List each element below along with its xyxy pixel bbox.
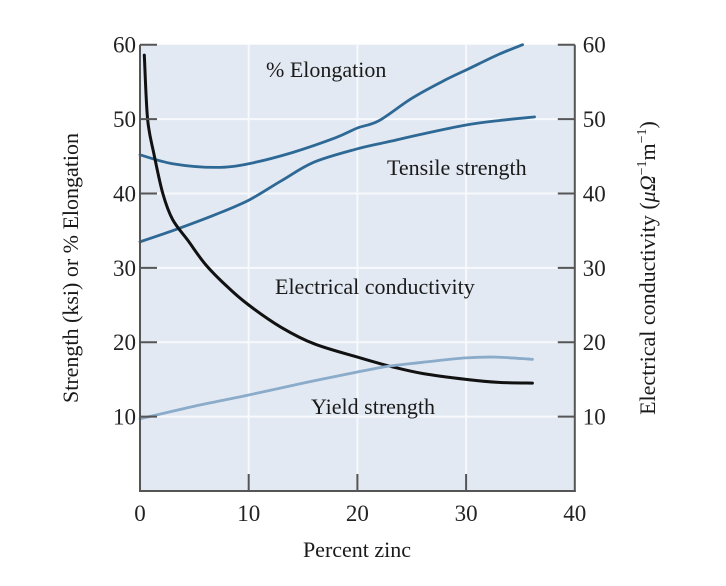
y2-title-m: m xyxy=(635,143,660,160)
grid-lines xyxy=(140,44,575,491)
x-tick-label: 0 xyxy=(134,501,146,526)
y2-tick-label: 50 xyxy=(583,107,606,132)
x-tick-label: 20 xyxy=(346,501,369,526)
y-tick-label: 30 xyxy=(113,256,136,281)
annotation-yield-strength: Yield strength xyxy=(311,394,435,419)
curves xyxy=(138,43,536,421)
y2-title-sup-2: −1 xyxy=(635,128,650,143)
y-axis-title: Strength (ksi) or % Elongation xyxy=(58,133,83,403)
series-yield-strength-line xyxy=(138,355,534,421)
y-tick-label: 60 xyxy=(113,33,136,58)
y-tick-label: 40 xyxy=(113,181,136,206)
y2-title-close: ) xyxy=(635,121,660,128)
annotation-electrical-conductivity: Electrical conductivity xyxy=(275,274,475,299)
y-tick-label: 20 xyxy=(113,330,136,355)
y2-tick-label: 40 xyxy=(583,181,606,206)
x-tick-label: 30 xyxy=(455,501,478,526)
y2-tick-label: 10 xyxy=(583,405,606,430)
x-tick-label: 10 xyxy=(237,501,260,526)
x-tick-label: 40 xyxy=(563,501,586,526)
series-electrical-conductivity-line xyxy=(142,53,534,385)
series-tensile-strength-line xyxy=(138,115,536,244)
annotation-tensile-strength: Tensile strength xyxy=(387,155,527,180)
x-axis-title: Percent zinc xyxy=(303,537,411,562)
y2-tick-label: 30 xyxy=(583,256,606,281)
y-tick-label: 50 xyxy=(113,107,136,132)
y2-axis-title: Electrical conductivity (μΩ−1m−1) xyxy=(635,121,660,415)
axes xyxy=(139,43,576,492)
tick-labels: 10 20 30 40 50 60 10 20 30 40 50 60 0 10 20 30 40 xyxy=(113,33,606,526)
series-elongation-line xyxy=(138,43,524,169)
y-tick-label: 10 xyxy=(113,405,136,430)
y2-tick-label: 20 xyxy=(583,330,606,355)
y2-title-part-1: Electrical conductivity ( xyxy=(635,202,660,415)
y2-title-sup-1: −1 xyxy=(635,160,650,175)
y2-tick-label: 60 xyxy=(583,33,606,58)
annotation-elongation: % Elongation xyxy=(266,57,386,82)
y2-title-mu-omega: μΩ xyxy=(635,175,660,203)
